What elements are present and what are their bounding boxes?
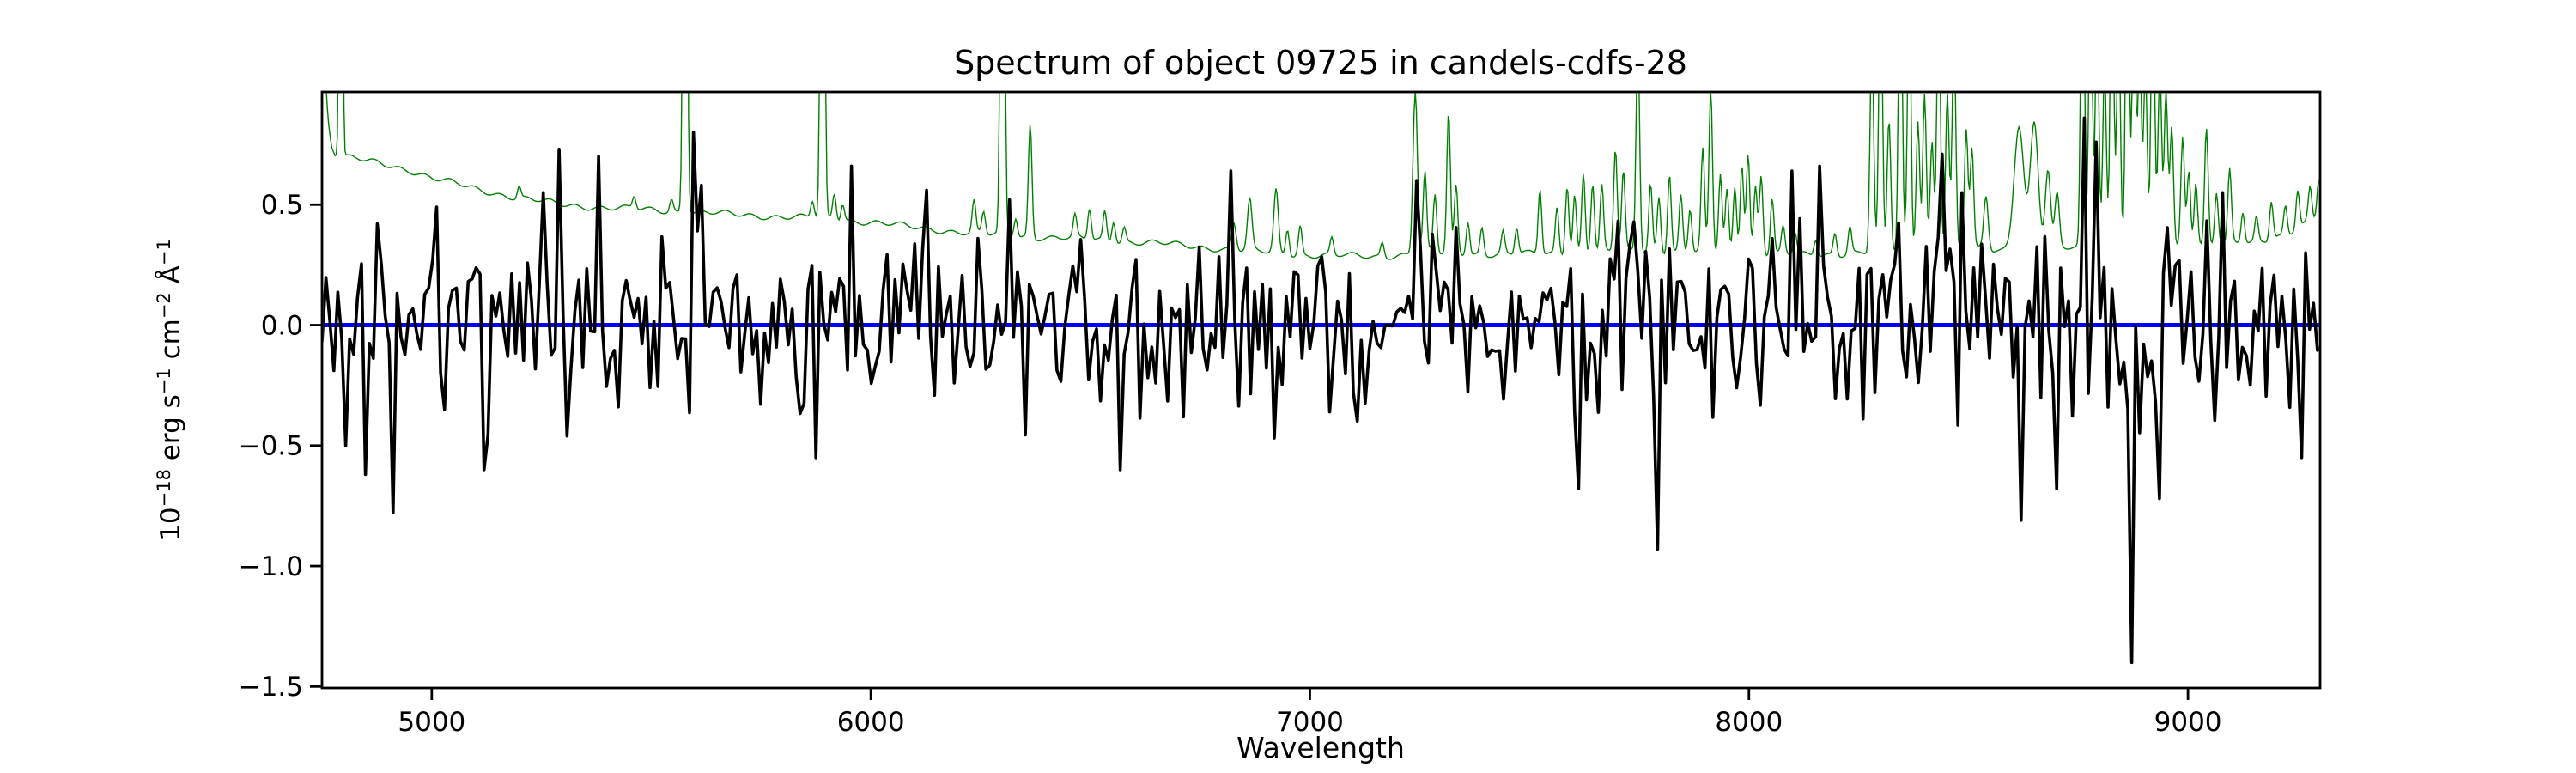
x-tick-label: 7000 [1276,707,1344,738]
y-tick-label: −1.0 [239,551,303,582]
flux-spectrum-line [323,116,2319,665]
x-axis-label: Wavelength [1236,731,1405,764]
axes-frame [320,90,2322,690]
x-axis-ticks: 5000 6000 7000 8000 9000 [398,688,2222,738]
y-tick-label: −0.5 [239,431,303,462]
x-tick-label: 5000 [398,707,465,738]
plot-title: Spectrum of object 09725 in candels-cdfs… [954,44,1687,82]
x-tick-label: 9000 [2154,707,2222,738]
y-axis-label: 10−18 erg s−1 cm−2 Å−1 [154,239,186,541]
y-tick-label: −1.5 [239,672,303,703]
y-tick-label: 0.0 [261,310,303,341]
x-tick-label: 6000 [837,707,905,738]
y-tick-label: 0.5 [261,190,303,221]
y-axis-ticks: 0.5 0.0 −0.5 −1.0 −1.5 [239,190,322,703]
x-tick-label: 8000 [1715,707,1783,738]
plot-area [323,93,2319,665]
